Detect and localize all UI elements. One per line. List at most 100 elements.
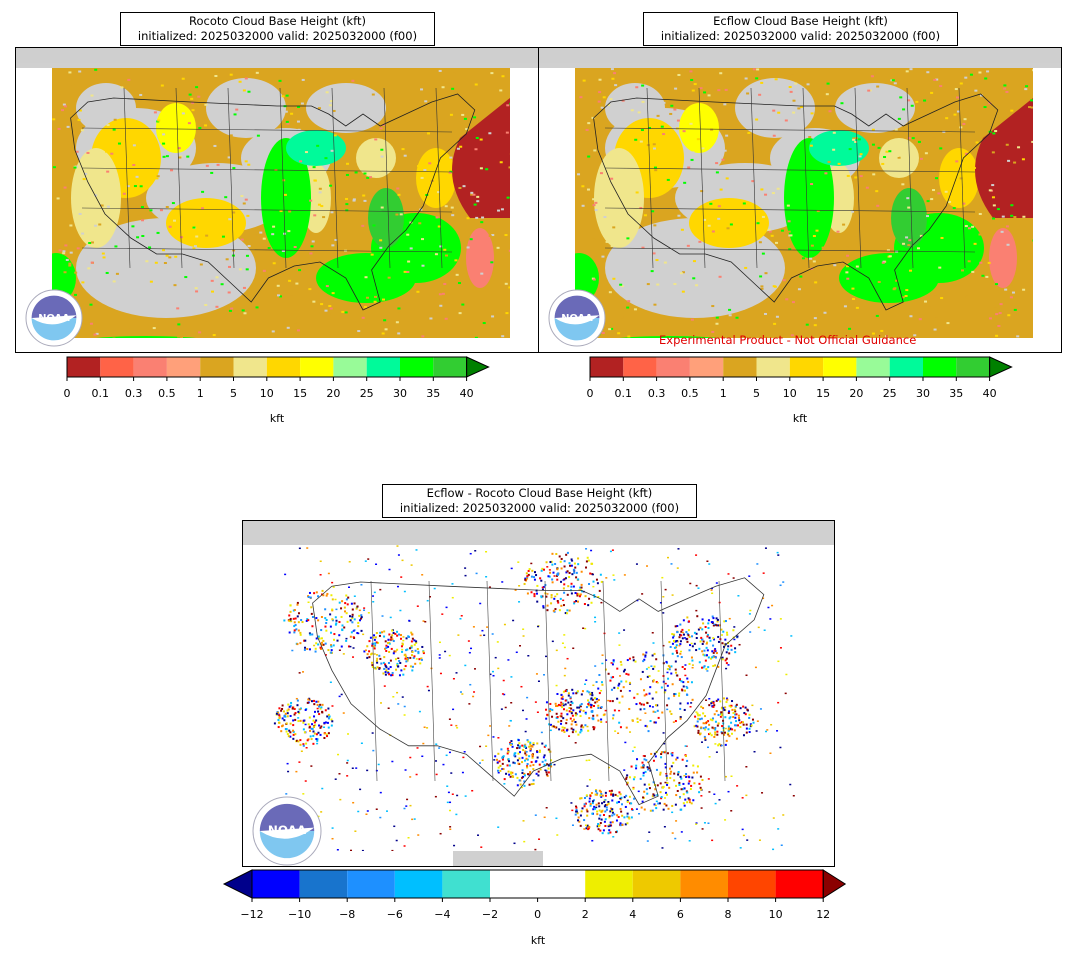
field-speckle xyxy=(689,70,693,73)
diff-speckle xyxy=(569,564,572,567)
field-speckle xyxy=(177,323,181,326)
diff-speckle xyxy=(628,707,631,710)
field-speckle xyxy=(1010,214,1014,217)
diff-speckle xyxy=(553,575,556,577)
field-speckle xyxy=(357,330,361,333)
diff-speckle xyxy=(334,598,337,601)
diff-speckle xyxy=(685,765,688,768)
diff-speckle xyxy=(739,847,742,849)
diff-speckle xyxy=(731,708,734,711)
diff-speckle xyxy=(319,560,322,563)
diff-speckle xyxy=(508,725,511,727)
field-speckle xyxy=(244,160,248,163)
diff-speckle xyxy=(347,733,350,735)
diff-speckle xyxy=(653,652,656,655)
field-speckle xyxy=(174,255,178,258)
field-speckle xyxy=(62,103,66,106)
diff-speckle xyxy=(371,644,374,647)
diff-speckle xyxy=(670,752,673,755)
diff-speckle xyxy=(322,594,325,597)
field-speckle xyxy=(398,311,402,314)
diff-speckle xyxy=(287,770,290,773)
diff-speckle xyxy=(375,808,378,810)
diff-speckle xyxy=(310,727,313,730)
diff-speckle xyxy=(592,714,595,717)
diff-speckle xyxy=(730,775,733,777)
state-border xyxy=(602,580,610,782)
field-speckle xyxy=(719,188,723,191)
field-speckle xyxy=(332,109,336,112)
field-speckle xyxy=(852,137,856,140)
diff-speckle xyxy=(411,650,414,653)
field-speckle xyxy=(256,134,260,137)
diff-speckle xyxy=(371,732,374,734)
diff-speckle xyxy=(571,714,574,717)
diff-speckle xyxy=(762,572,765,574)
diff-speckle xyxy=(664,689,667,692)
diff-speckle xyxy=(570,712,573,715)
field-speckle xyxy=(341,310,345,313)
diff-speckle xyxy=(307,738,310,741)
diff-speckle xyxy=(497,769,500,772)
field-speckle xyxy=(181,112,185,115)
diff-speckle xyxy=(347,596,350,599)
field-speckle xyxy=(885,335,889,338)
diff-speckle xyxy=(616,687,619,690)
diff-speckle xyxy=(347,645,350,648)
diff-speckle xyxy=(665,804,668,807)
diff-speckle xyxy=(679,633,682,636)
diff-speckle xyxy=(717,722,720,725)
diff-speckle xyxy=(724,638,727,641)
diff-speckle xyxy=(594,616,597,619)
diff-speckle xyxy=(593,595,596,598)
diff-speckle xyxy=(313,726,316,729)
diff-speckle xyxy=(531,745,534,748)
panel-rocoto-title: Rocoto Cloud Base Height (kft) initializ… xyxy=(120,12,435,46)
field-low-cloud xyxy=(452,98,510,218)
field-speckle xyxy=(780,229,784,232)
diff-speckle xyxy=(383,656,386,659)
diff-speckle xyxy=(630,802,633,805)
diff-speckle xyxy=(609,831,612,834)
diff-speckle xyxy=(324,625,327,628)
diff-speckle xyxy=(438,657,441,659)
diff-speckle xyxy=(686,801,689,804)
field-speckle xyxy=(776,187,780,190)
diff-speckle xyxy=(349,635,352,638)
field-speckle xyxy=(456,147,460,150)
field-speckle xyxy=(676,333,680,336)
diff-speckle xyxy=(707,666,710,669)
field-speckle xyxy=(1030,106,1034,109)
diff-speckle xyxy=(628,776,631,779)
field-speckle xyxy=(227,265,231,268)
diff-speckle xyxy=(353,602,356,605)
field-speckle xyxy=(846,254,850,257)
diff-speckle xyxy=(376,657,379,660)
field-speckle xyxy=(614,84,618,87)
field-speckle xyxy=(324,309,328,312)
field-speckle xyxy=(676,119,680,122)
diff-speckle xyxy=(307,723,310,726)
diff-speckle xyxy=(360,584,363,586)
diff-speckle xyxy=(397,554,400,556)
diff-speckle xyxy=(521,769,524,772)
field-speckle xyxy=(978,212,982,215)
field-speckle xyxy=(639,140,643,143)
diff-speckle xyxy=(626,800,629,803)
field-speckle xyxy=(979,94,983,97)
diff-speckle xyxy=(463,751,466,753)
diff-speckle xyxy=(415,641,418,644)
field-speckle xyxy=(655,217,659,220)
colorbar-ecflow-swatch xyxy=(623,357,657,377)
diff-speckle xyxy=(506,764,509,767)
diff-speckle xyxy=(785,673,788,676)
diff-speckle xyxy=(525,754,528,757)
field-speckle xyxy=(248,160,252,163)
diff-speckle xyxy=(713,793,716,795)
diff-speckle xyxy=(702,622,705,625)
diff-speckle xyxy=(682,633,685,636)
field-speckle xyxy=(679,272,683,275)
diff-speckle xyxy=(605,659,608,661)
field-speckle xyxy=(867,89,871,92)
diff-speckle xyxy=(320,616,323,619)
